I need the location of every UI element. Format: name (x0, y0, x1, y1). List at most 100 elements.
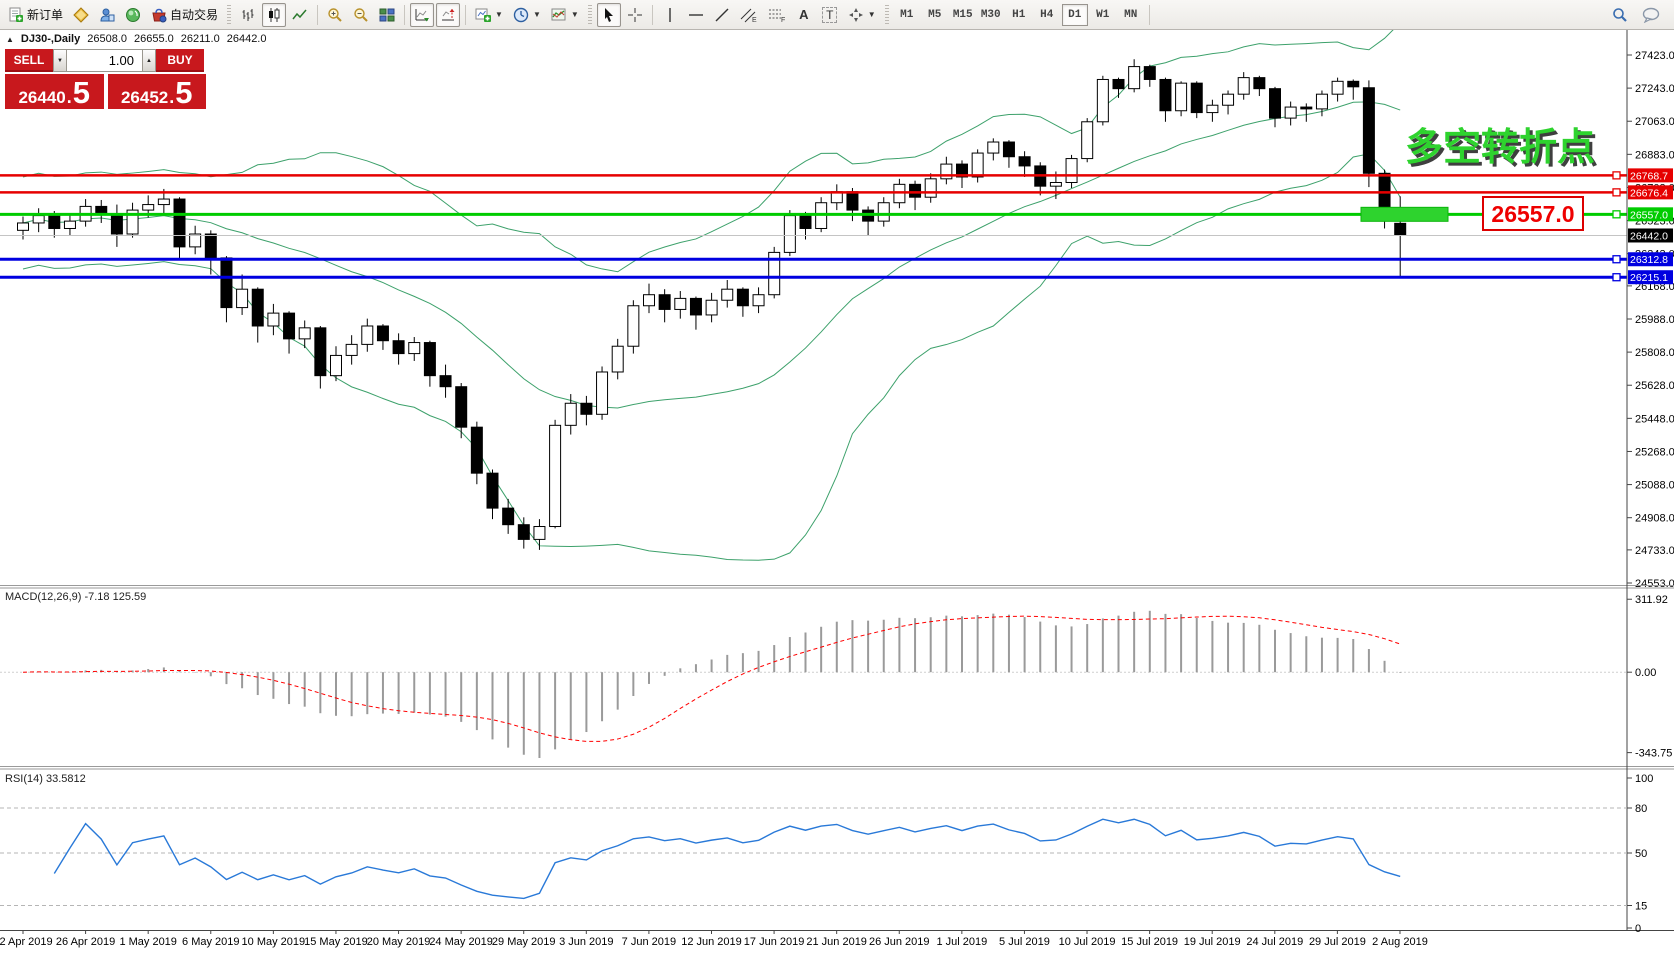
svg-text:26883.0: 26883.0 (1635, 149, 1674, 161)
sell-price[interactable]: 26440 . 5 (5, 74, 104, 109)
svg-text:24 Jul 2019: 24 Jul 2019 (1246, 936, 1303, 948)
chart-shift-button[interactable] (436, 2, 461, 27)
community-chat-button[interactable] (1638, 3, 1664, 27)
toolbar-grip[interactable] (227, 4, 232, 25)
price-axis-badges: 26768.7 26676.4 26557.0 26312.8 26215.1 26442… (1628, 168, 1673, 285)
chat-person-icon (100, 8, 115, 21)
svg-text:24908.0: 24908.0 (1635, 513, 1674, 525)
speech-bubble-icon (1642, 7, 1660, 23)
signals-button[interactable] (121, 3, 145, 27)
zoom-in-button[interactable] (323, 3, 347, 27)
trendline-tool-button[interactable] (710, 3, 734, 27)
collapse-panel-icon[interactable]: ▲ (6, 34, 14, 44)
svg-text:3 Jun 2019: 3 Jun 2019 (559, 936, 613, 948)
highlight-rectangle (1360, 206, 1449, 222)
cursor-button[interactable] (596, 2, 621, 27)
chart-area[interactable]: 27423.027243.027063.026883.026703.026523… (0, 30, 1674, 954)
toolbar-grip[interactable] (884, 4, 889, 25)
search-icon (1613, 7, 1627, 22)
dropdown-arrow-icon: ▼ (532, 10, 541, 19)
svg-text:25808.0: 25808.0 (1635, 347, 1674, 359)
svg-text:27423.0: 27423.0 (1635, 50, 1674, 62)
buy-price[interactable]: 26452 . 5 (107, 74, 206, 109)
svg-text:6 May 2019: 6 May 2019 (182, 936, 239, 948)
main-pane (17, 30, 1407, 561)
svg-text:15 Jul 2019: 15 Jul 2019 (1121, 936, 1178, 948)
svg-text:24553.0: 24553.0 (1635, 578, 1674, 590)
dropdown-arrow-icon: ▼ (495, 10, 503, 19)
profiles-button[interactable]: ▼ (509, 3, 545, 27)
volume-input[interactable] (67, 49, 142, 72)
buy-button[interactable]: BUY (156, 49, 204, 72)
vertical-line-tool-button[interactable] (658, 3, 682, 27)
candlestick-chart-button[interactable] (262, 2, 287, 27)
fibonacci-tool-button[interactable]: F (764, 3, 790, 27)
price-callout-text: 26557.0 (1491, 201, 1574, 227)
timeframe-m30-button[interactable]: M30 (978, 4, 1004, 26)
svg-text:19 Jul 2019: 19 Jul 2019 (1184, 936, 1241, 948)
timeframe-h4-button[interactable]: H4 (1034, 4, 1060, 26)
dropdown-arrow-icon: ▼ (570, 10, 579, 19)
timeframe-d1-button[interactable]: D1 (1061, 3, 1088, 26)
svg-text:5 Jul 2019: 5 Jul 2019 (999, 936, 1050, 948)
tile-windows-button[interactable] (375, 3, 399, 27)
volume-decrease-button[interactable]: ▼ (53, 49, 67, 72)
auto-scroll-button[interactable] (410, 2, 435, 27)
timeframe-mn-button[interactable]: MN (1118, 4, 1144, 26)
horizontal-line-tool-button[interactable] (684, 3, 708, 27)
volume-increase-button[interactable]: ▲ (142, 49, 156, 72)
toolbar-grip[interactable] (587, 4, 592, 25)
crosshair-icon (627, 7, 642, 22)
bar-chart-icon (242, 8, 254, 21)
svg-text:80: 80 (1635, 803, 1647, 815)
arrows-tool-button[interactable]: ▼ (844, 3, 880, 27)
price-axis: 27423.027243.027063.026883.026703.026523… (1627, 50, 1674, 590)
metaeditor-button[interactable] (69, 3, 93, 27)
timeframe-h1-button[interactable]: H1 (1006, 4, 1032, 26)
svg-text:10 Jul 2019: 10 Jul 2019 (1059, 936, 1116, 948)
svg-text:F: F (781, 17, 785, 23)
bar-chart-button[interactable] (236, 3, 260, 27)
svg-text:24 May 2019: 24 May 2019 (429, 936, 493, 948)
zoom-out-button[interactable] (349, 3, 373, 27)
text-tool-button[interactable]: A (792, 3, 816, 27)
timeframe-m5-button[interactable]: M5 (922, 4, 948, 26)
svg-text:26442.0: 26442.0 (1630, 230, 1668, 242)
autotrading-bag-icon (152, 8, 167, 22)
new-chart-button[interactable]: ▼ (471, 3, 507, 27)
search-button[interactable] (1608, 3, 1632, 27)
horizontal-level-lines (0, 171, 1627, 282)
indicators-button[interactable]: ▼ (547, 3, 583, 27)
timeframe-m1-button[interactable]: M1 (894, 4, 920, 26)
price-callout-box (1482, 196, 1584, 231)
text-label-tool-button[interactable]: T (818, 3, 842, 27)
timeframe-m15-button[interactable]: M15 (950, 4, 976, 26)
turning-point-text-shadow: 多空转折点 (1408, 130, 1598, 172)
equidistant-channel-tool-button[interactable]: E (736, 3, 762, 27)
chat-button[interactable] (95, 3, 119, 27)
svg-text:1 Jul 2019: 1 Jul 2019 (936, 936, 987, 948)
auto-scroll-icon (415, 8, 430, 21)
sell-price-pip: 5 (72, 75, 91, 111)
rsi-pane: 100 80 50 15 0 RSI(14) 33.5812 (0, 773, 1653, 935)
svg-text:E: E (752, 17, 757, 23)
chart-canvas[interactable]: 27423.027243.027063.026883.026703.026523… (0, 30, 1674, 954)
svg-text:0.00: 0.00 (1635, 667, 1656, 679)
dropdown-arrow-icon: ▼ (867, 10, 876, 19)
sell-button[interactable]: SELL (5, 49, 53, 72)
cursor-icon (604, 7, 613, 22)
crosshair-button[interactable] (623, 3, 647, 27)
new-order-button[interactable]: 新订单 (4, 3, 67, 27)
svg-text:25268.0: 25268.0 (1635, 446, 1674, 458)
svg-text:1 May 2019: 1 May 2019 (119, 936, 176, 948)
buy-price-main: 26452 (120, 88, 169, 107)
fibonacci-icon: F (768, 9, 785, 23)
line-chart-button[interactable] (288, 3, 312, 27)
svg-text:26 Apr 2019: 26 Apr 2019 (56, 936, 115, 948)
svg-text:25088.0: 25088.0 (1635, 480, 1674, 492)
timeframe-w1-button[interactable]: W1 (1090, 4, 1116, 26)
autotrading-button[interactable]: 自动交易 (147, 3, 222, 27)
one-click-trading-panel: SELL ▼ ▲ BUY 26440 . 5 26452 . 5 (5, 49, 206, 109)
